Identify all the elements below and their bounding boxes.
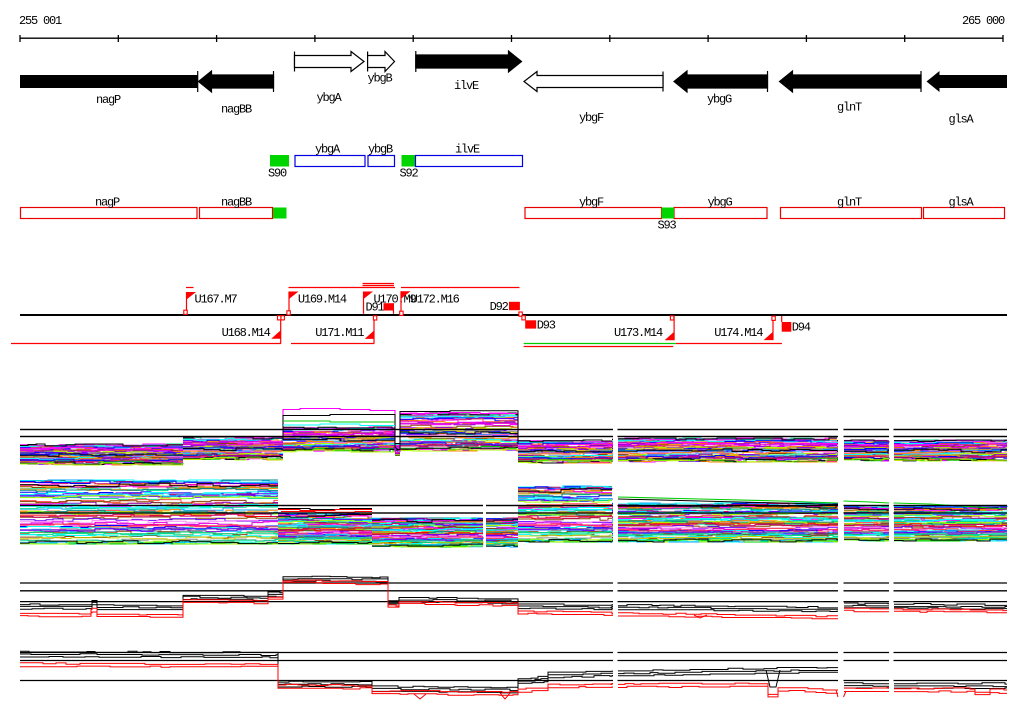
svg-text:S93: S93 — [658, 219, 677, 233]
svg-text:ybgG: ybgG — [707, 196, 732, 210]
svg-text:glnT: glnT — [837, 196, 862, 210]
svg-text:nagP: nagP — [95, 196, 120, 210]
svg-text:glsA: glsA — [948, 196, 974, 210]
svg-text:ybgB: ybgB — [367, 72, 392, 86]
svg-text:D92: D92 — [490, 300, 509, 314]
svg-text:U173.M14: U173.M14 — [614, 326, 663, 340]
svg-text:D91: D91 — [366, 301, 385, 315]
svg-text:glsA: glsA — [948, 113, 974, 127]
svg-text:265 000: 265 000 — [962, 14, 1005, 28]
svg-text:U172.M16: U172.M16 — [411, 292, 460, 306]
svg-text:U168.M14: U168.M14 — [222, 326, 271, 340]
svg-text:glnT: glnT — [837, 101, 862, 115]
svg-text:U167.M7: U167.M7 — [195, 292, 238, 306]
svg-text:U170.M9: U170.M9 — [374, 292, 417, 306]
svg-text:nagBB: nagBB — [221, 103, 252, 117]
svg-text:nagP: nagP — [96, 93, 121, 107]
svg-text:ybgF: ybgF — [579, 196, 604, 210]
svg-text:ybgB: ybgB — [368, 143, 393, 157]
svg-text:ybgF: ybgF — [579, 111, 604, 125]
svg-text:U174.M14: U174.M14 — [714, 326, 763, 340]
svg-text:nagBB: nagBB — [221, 196, 252, 210]
svg-text:S92: S92 — [400, 167, 419, 181]
svg-text:ilvE: ilvE — [454, 79, 479, 93]
svg-text:U169.M14: U169.M14 — [298, 292, 347, 306]
svg-text:D93: D93 — [537, 318, 556, 332]
svg-text:ybgG: ybgG — [707, 93, 732, 107]
svg-text:ybgA: ybgA — [316, 91, 342, 105]
svg-text:D94: D94 — [792, 321, 811, 335]
svg-text:ybgA: ybgA — [315, 143, 341, 157]
svg-text:U171.M11: U171.M11 — [315, 326, 364, 340]
svg-text:ilvE: ilvE — [455, 143, 480, 157]
svg-text:255 001: 255 001 — [19, 14, 62, 28]
svg-text:S90: S90 — [268, 167, 287, 181]
